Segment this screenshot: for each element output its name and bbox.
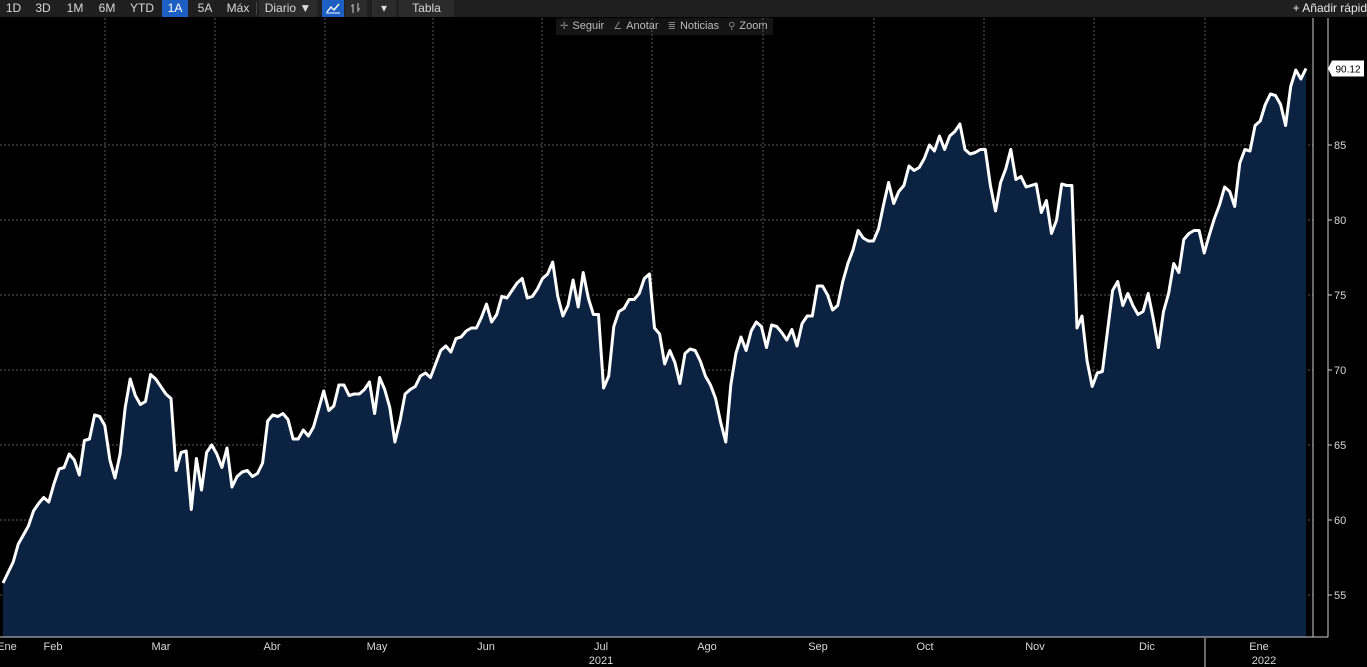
x-tick-label: Jun xyxy=(477,641,495,653)
y-tick-label: 65 xyxy=(1334,440,1346,452)
frequency-dropdown[interactable]: Diario ▼ xyxy=(259,0,317,17)
magnifier-icon: ⚲ xyxy=(728,21,736,32)
x-tick-label: Abr xyxy=(263,641,280,653)
range-1m-button[interactable]: 1M xyxy=(66,1,84,15)
x-tick-label: Sep xyxy=(808,641,828,653)
y-tick-label: 60 xyxy=(1334,515,1346,527)
quick-add-button[interactable]: + Añadir rápid xyxy=(1284,0,1367,17)
last-value-badge xyxy=(1328,60,1364,77)
news-label: Noticias xyxy=(679,20,720,32)
crosshair-icon: ✛ xyxy=(560,21,569,32)
x-tick-label: Ene xyxy=(1249,641,1269,653)
toolbar-divider xyxy=(256,2,257,15)
toolbar: 1D 3D 1M 6M YTD 1A 5A Máx Diario ▼ ▾ Tab… xyxy=(0,0,1367,17)
follow-label: Seguir xyxy=(572,20,605,32)
x-tick-label: Ene xyxy=(0,641,17,653)
x-tick-label: Nov xyxy=(1025,641,1045,653)
x-tick-label: Mar xyxy=(152,641,171,653)
zoom-button[interactable]: ⚲ Zoom xyxy=(724,18,772,35)
y-tick-label: 70 xyxy=(1334,365,1346,377)
range-1a-button[interactable]: 1A xyxy=(162,0,188,17)
year-label: 2021 xyxy=(589,655,613,667)
range-3d-button[interactable]: 3D xyxy=(35,1,51,15)
pencil-icon: ∠ xyxy=(613,21,623,32)
line-chart-glyph xyxy=(326,3,340,14)
price-line xyxy=(1,67,1308,584)
x-tick-label: Jul xyxy=(594,641,608,653)
y-tick-label: 75 xyxy=(1334,290,1346,302)
range-5a-button[interactable]: 5A xyxy=(197,1,213,15)
x-tick-label: Oct xyxy=(916,641,933,653)
news-button[interactable]: ≣ Noticias xyxy=(664,18,725,35)
last-value-text: 90.12 xyxy=(1335,65,1360,76)
zoom-label: Zoom xyxy=(739,20,768,32)
y-tick-label: 80 xyxy=(1334,215,1346,227)
x-tick-label: Feb xyxy=(44,641,63,653)
y-tick-label: 85 xyxy=(1334,140,1346,152)
table-button[interactable]: Tabla xyxy=(399,0,454,17)
x-tick-label: May xyxy=(367,641,388,653)
price-area-fill xyxy=(3,68,1306,637)
y-axis: 55 60 65 70 75 80 85 xyxy=(1327,18,1346,637)
chart-actions-bar: ✛ Seguir ∠ Anotar ≣ Noticias ⚲ Zoom xyxy=(556,18,773,35)
line-chart-icon[interactable] xyxy=(322,0,344,17)
range-ytd-button[interactable]: YTD xyxy=(130,1,154,15)
ohlc-bars-icon[interactable] xyxy=(345,0,367,17)
chart-type-dropdown-icon[interactable]: ▾ xyxy=(372,0,396,17)
ohlc-bars-glyph xyxy=(351,3,360,13)
range-6m-button[interactable]: 6M xyxy=(98,1,116,15)
x-tick-label: Dic xyxy=(1139,641,1155,653)
x-tick-label: Ago xyxy=(697,641,717,653)
news-icon: ≣ xyxy=(667,21,676,32)
annotate-label: Anotar xyxy=(626,20,659,32)
range-1d-button[interactable]: 1D xyxy=(5,1,22,15)
last-value-tag: 90.12 xyxy=(1328,60,1364,77)
annotate-button[interactable]: ∠ Anotar xyxy=(609,18,663,35)
x-axis: Ene Feb Mar Abr May Jun Jul Ago Sep Oct Nov Dic Ene 2… xyxy=(0,638,1276,667)
year-label: 2022 xyxy=(1252,655,1276,667)
follow-button[interactable]: ✛ Seguir xyxy=(556,18,609,35)
y-tick-label: 55 xyxy=(1334,590,1346,602)
range-max-button[interactable]: Máx xyxy=(226,1,250,15)
